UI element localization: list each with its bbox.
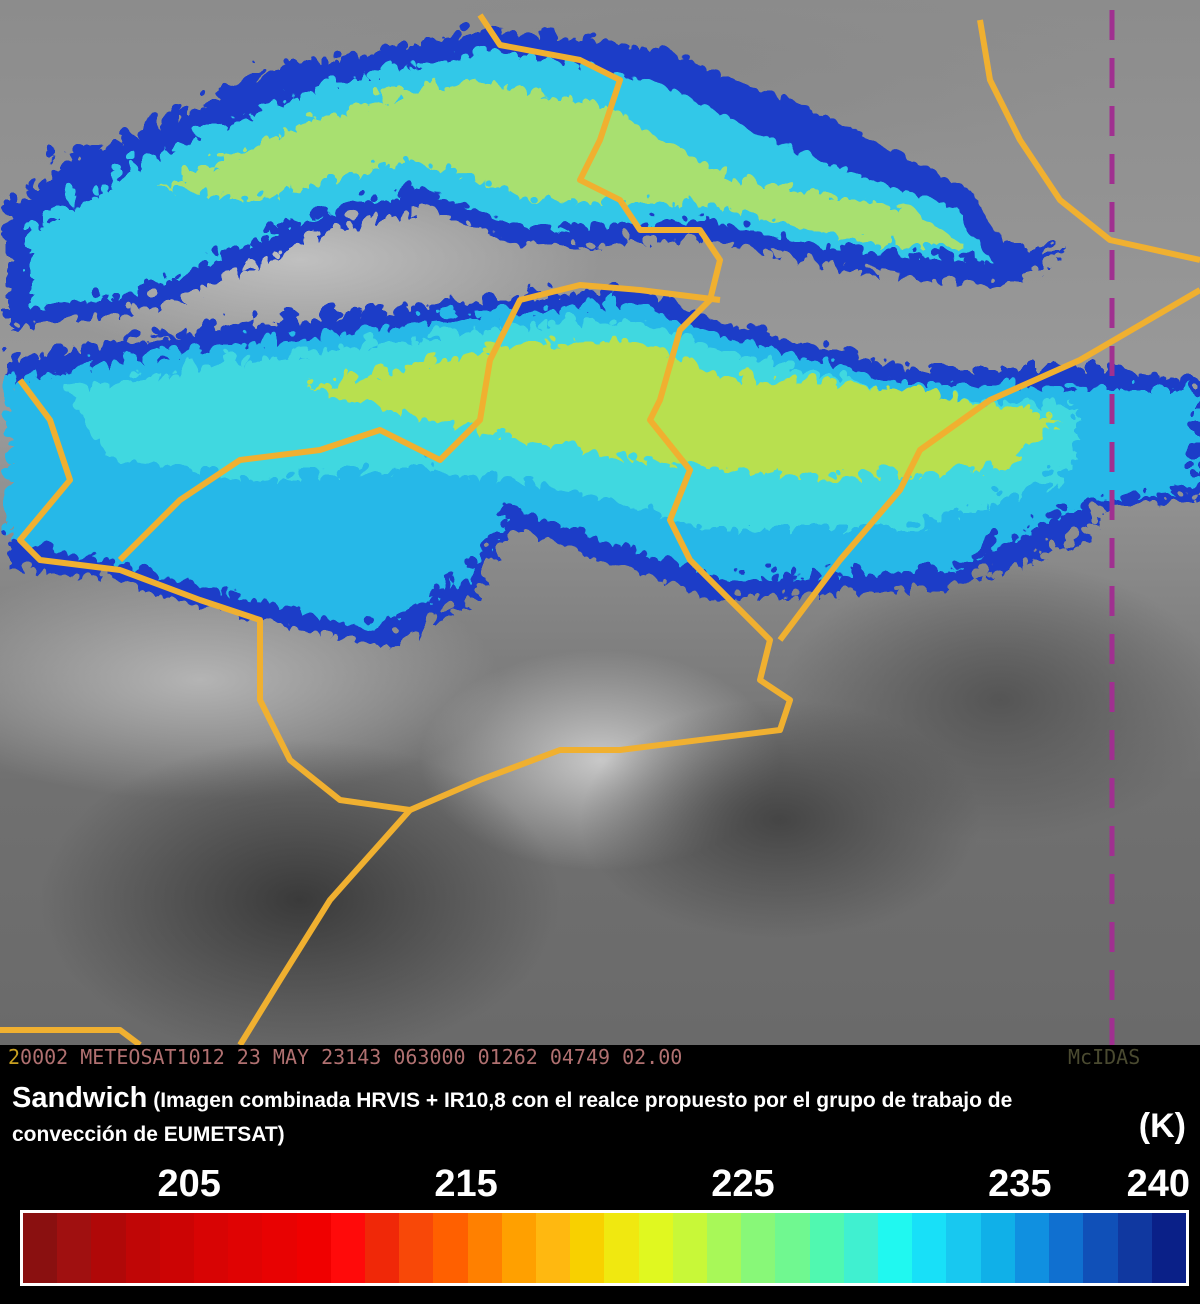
color-bar-swatch xyxy=(809,1213,844,1283)
satellite-image xyxy=(0,0,1200,1045)
color-bar xyxy=(20,1210,1189,1286)
color-bar-swatch xyxy=(638,1213,673,1283)
legend-unit: (K) xyxy=(1138,1107,1186,1145)
color-bar-swatch xyxy=(330,1213,366,1283)
legend-title-description: (Imagen combinada HRVIS + IR10,8 con el … xyxy=(12,1089,1013,1146)
color-bar-swatch xyxy=(1014,1213,1050,1283)
color-bar-swatch xyxy=(672,1213,708,1283)
legend-title-bold: Sandwich xyxy=(12,1082,148,1114)
color-bar-swatch xyxy=(433,1213,468,1283)
legend-tick-label: 215 xyxy=(434,1163,498,1205)
color-bar-swatch xyxy=(296,1213,331,1283)
overlay xyxy=(0,10,1200,1045)
country-borders xyxy=(0,13,1200,1045)
color-bar-swatch xyxy=(946,1213,981,1283)
legend-tick-label: 240 xyxy=(1126,1163,1190,1205)
color-bar-swatch xyxy=(1049,1213,1084,1283)
color-bar-swatch xyxy=(570,1213,605,1283)
color-bar-swatch xyxy=(365,1213,400,1283)
color-legend: Sandwich (Imagen combinada HRVIS + IR10,… xyxy=(0,1069,1200,1304)
color-bar-swatch xyxy=(91,1213,126,1283)
legend-tick-label: 235 xyxy=(988,1163,1052,1205)
color-bar-swatch xyxy=(159,1213,195,1283)
color-bar-swatch xyxy=(467,1213,502,1283)
color-bar-swatch xyxy=(23,1213,58,1283)
color-bar-swatch xyxy=(228,1213,263,1283)
legend-tick-label: 205 xyxy=(157,1163,221,1205)
color-bar-swatch xyxy=(980,1213,1015,1283)
legend-tick-label: 225 xyxy=(711,1163,775,1205)
color-bar-swatch xyxy=(707,1213,742,1283)
color-bar-swatch xyxy=(501,1213,537,1283)
color-bar-swatch xyxy=(775,1213,810,1283)
color-bar-swatch xyxy=(262,1213,297,1283)
color-bar-swatch xyxy=(536,1213,571,1283)
legend-title: Sandwich (Imagen combinada HRVIS + IR10,… xyxy=(12,1081,1112,1152)
mcidas-info-bar: 20002 METEOSAT1012 23 MAY 23143 063000 0… xyxy=(0,1045,1200,1069)
color-bar-swatch xyxy=(741,1213,776,1283)
color-bar-swatch xyxy=(912,1213,947,1283)
color-bar-swatch xyxy=(604,1213,639,1283)
convective-clouds xyxy=(0,20,1200,640)
color-bar-swatch xyxy=(1117,1213,1152,1283)
image-metadata: 0002 METEOSAT1012 23 MAY 23143 063000 01… xyxy=(20,1045,683,1069)
color-bar-swatch xyxy=(1151,1213,1186,1283)
color-bar-swatch xyxy=(1083,1213,1118,1283)
color-bar-swatch xyxy=(399,1213,434,1283)
frame-number: 2 xyxy=(8,1045,21,1069)
color-bar-swatch xyxy=(125,1213,160,1283)
mcidas-watermark: McIDAS xyxy=(1068,1045,1141,1069)
color-bar-swatch xyxy=(194,1213,229,1283)
color-bar-swatch xyxy=(878,1213,913,1283)
color-bar-swatch xyxy=(57,1213,92,1283)
color-bar-swatch xyxy=(843,1213,879,1283)
